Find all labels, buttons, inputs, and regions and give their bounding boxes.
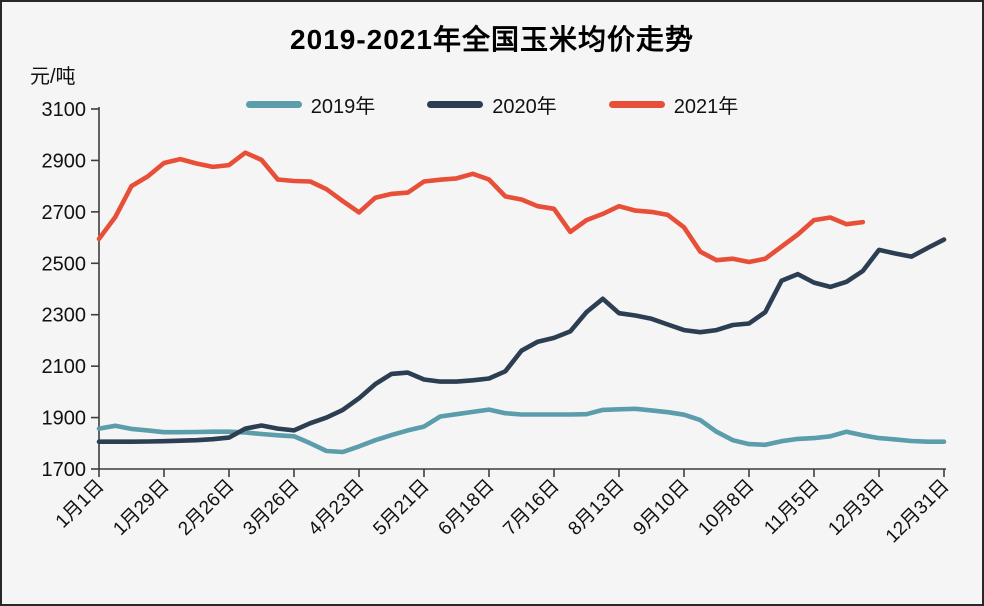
x-tick-label: 9月10日	[629, 476, 693, 540]
y-tick-label: 2900	[42, 150, 87, 172]
series-line-2020年	[96, 237, 947, 445]
y-tick-label: 3100	[42, 99, 87, 121]
legend-line-swatch	[245, 101, 302, 108]
x-tick-label: 12月3日	[824, 476, 888, 540]
y-tick-label: 1900	[42, 408, 87, 430]
x-tick-label: 4月23日	[304, 476, 368, 540]
x-tick-label: 7月16日	[499, 476, 563, 540]
legend-label: 2021年	[673, 96, 739, 118]
legend-item: 2019年	[245, 90, 376, 119]
legend-item: 2021年	[608, 90, 739, 119]
series-line-2019年	[96, 406, 947, 455]
legend-label: 2020年	[492, 96, 557, 118]
x-tick-label: 2月26日	[174, 476, 238, 540]
chart-title: 2019-2021年全国玉米均价走势	[290, 24, 694, 55]
x-tick-label: 5月21日	[369, 476, 433, 540]
x-tick-label: 6月18日	[434, 476, 498, 540]
y-axis-unit-label: 元/吨	[30, 66, 76, 88]
x-tick-label: 8月13日	[564, 476, 628, 540]
x-tick-label: 12月31日	[882, 476, 954, 548]
y-tick-label: 2100	[42, 356, 87, 378]
series-line-2021年	[96, 150, 866, 265]
legend-line-swatch	[427, 101, 484, 108]
x-tick-label: 1月1日	[52, 476, 109, 533]
legend-item: 2020年	[427, 90, 557, 119]
y-tick-label: 2300	[42, 305, 87, 327]
legend: 2019年 2020年 2021年	[2, 90, 982, 119]
y-tick-label: 2500	[42, 253, 87, 275]
x-tick-label: 11月5日	[760, 476, 823, 539]
x-tick-label: 10月8日	[694, 476, 758, 540]
y-tick-label: 1700	[42, 459, 87, 481]
legend-line-swatch	[608, 101, 665, 108]
legend-label: 2019年	[310, 96, 376, 118]
y-tick-label: 2700	[42, 202, 87, 224]
x-tick-label: 1月29日	[109, 476, 173, 540]
x-tick-label: 3月26日	[239, 476, 303, 540]
